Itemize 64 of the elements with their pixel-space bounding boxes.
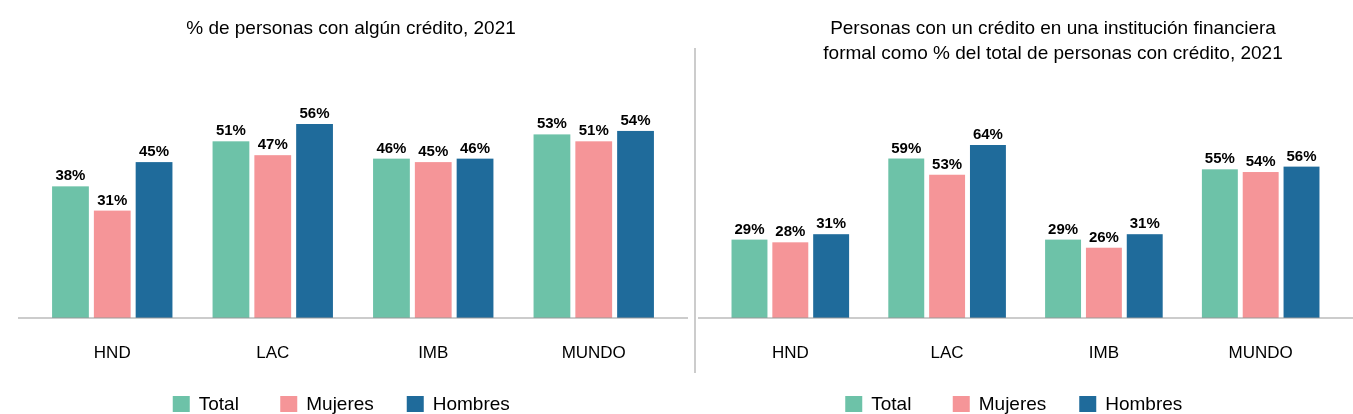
bar [373,158,410,318]
bar [93,210,131,318]
data-label: 53% [536,114,567,132]
legend-label: Mujeres [978,393,1047,414]
data-label: 29% [734,219,765,237]
data-label: 46% [376,138,407,156]
legend-label: Total [871,393,912,414]
data-label: 31% [97,190,128,208]
data-label: 54% [620,110,651,128]
data-label: 47% [257,135,288,153]
bar [731,239,768,318]
bar [813,234,850,318]
bar [772,242,809,318]
bar [296,124,333,318]
data-label: 56% [1286,146,1317,164]
data-label: 31% [816,214,847,232]
x-tick-label: LAC [256,343,290,362]
data-label: 38% [55,166,86,184]
data-label: 55% [1204,149,1235,167]
bar [888,158,925,318]
bar [575,141,613,318]
bar [969,145,1006,318]
data-label: 64% [972,125,1003,142]
data-label: 45% [139,142,170,160]
bar [1085,247,1122,318]
data-label: 31% [1129,214,1160,232]
x-tick-label: HND [93,343,131,362]
bar [254,155,292,318]
bar [1242,172,1279,318]
bar [1126,234,1163,318]
bar [1045,239,1082,318]
bar [617,130,654,318]
x-tick-label: IMB [1088,343,1120,362]
chart-title: % de personas con algún crédito, 2021 [186,17,516,38]
data-label: 51% [578,121,609,139]
bar [414,162,452,318]
bar [212,141,250,318]
legend-label: Hombres [1105,393,1183,414]
data-label: 54% [1245,152,1276,170]
x-tick-label: HND [771,343,809,362]
x-tick-label: IMB [418,343,449,362]
bar [533,134,571,318]
chart-title: Personas con un crédito en una institución financiera formal como % del total de personas con crédito, 2021 [823,17,1283,63]
data-label: 59% [891,138,922,156]
x-tick-label: LAC [930,343,964,362]
data-label: 53% [932,154,963,172]
data-label: 28% [775,222,806,240]
data-label: 51% [215,121,246,139]
data-label: 26% [1088,227,1119,245]
data-label: 56% [299,104,330,121]
bar [1201,169,1238,318]
bar [456,158,494,318]
data-label: 46% [460,138,491,156]
data-label: 45% [418,142,449,160]
bar [52,186,89,318]
legend-label: Hombres [432,393,510,414]
legend-label: Total [198,393,239,414]
bar [135,162,173,318]
bar [1283,166,1320,318]
data-label: 29% [1048,219,1079,237]
bar [929,174,966,318]
x-tick-label: MUNDO [1228,343,1293,362]
legend-label: Mujeres [306,393,374,414]
x-tick-label: MUNDO [561,343,626,362]
